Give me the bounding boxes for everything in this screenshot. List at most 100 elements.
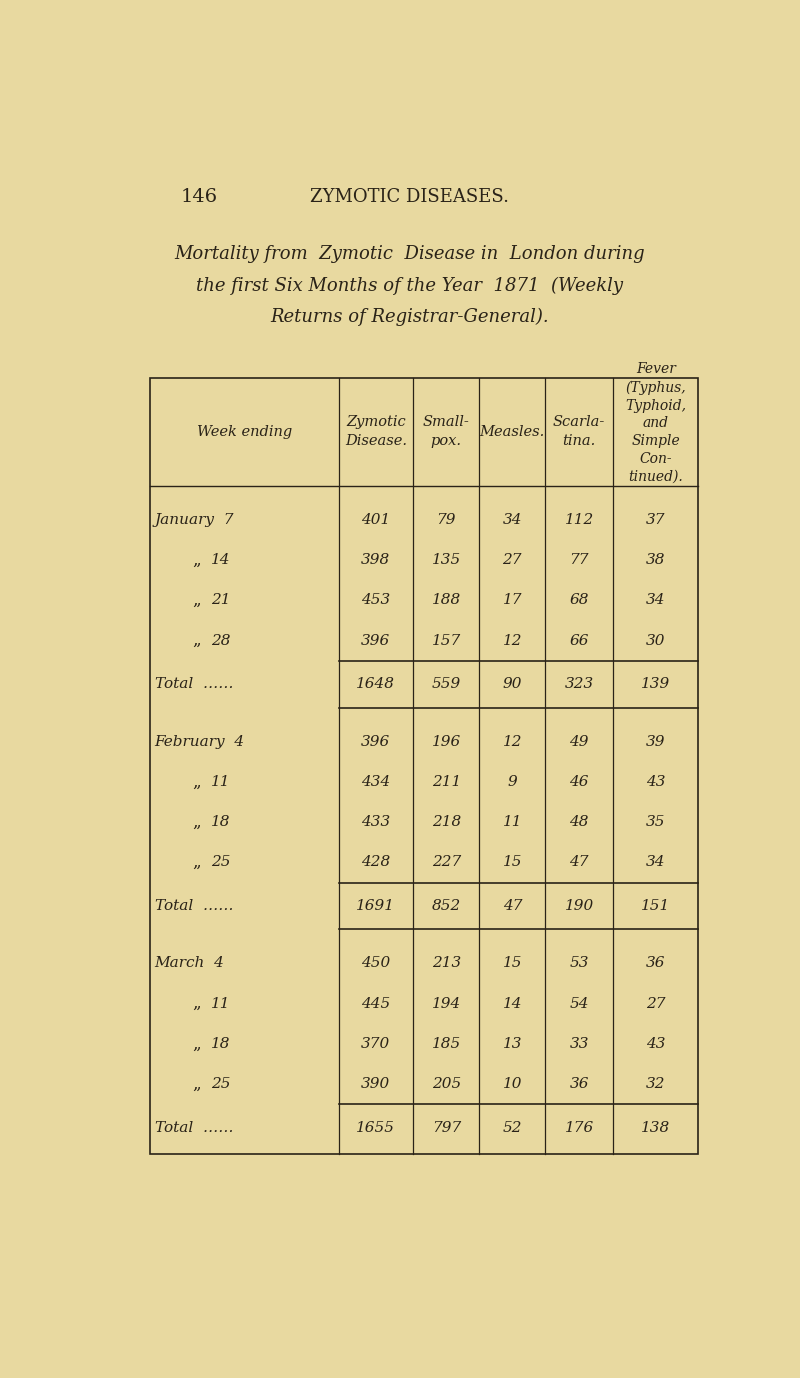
Text: 37: 37 [646,513,666,526]
Text: 151: 151 [642,898,670,914]
Text: 68: 68 [570,594,589,608]
Text: 398: 398 [362,553,390,568]
Text: 138: 138 [642,1120,670,1134]
Text: 12: 12 [502,634,522,648]
Text: 797: 797 [432,1120,461,1134]
Text: 11: 11 [210,996,230,1010]
Text: „: „ [192,593,201,609]
Text: 27: 27 [646,996,666,1010]
Text: 428: 428 [362,856,390,870]
Text: 66: 66 [570,634,589,648]
Text: 43: 43 [646,774,666,788]
Text: 390: 390 [362,1078,390,1091]
Text: 1648: 1648 [357,677,395,692]
Text: 34: 34 [646,856,666,870]
Text: 852: 852 [432,898,461,914]
Text: 176: 176 [565,1120,594,1134]
Text: February  4: February 4 [154,734,245,748]
Text: ZYMOTIC DISEASES.: ZYMOTIC DISEASES. [310,189,510,207]
Text: 28: 28 [210,634,230,648]
Text: 218: 218 [432,816,461,830]
Text: January  7: January 7 [154,513,234,526]
Text: 211: 211 [432,774,461,788]
Text: 196: 196 [432,734,461,748]
Text: the first Six Months of the Year  1871  (Weekly: the first Six Months of the Year 1871 (W… [197,277,623,295]
Text: 112: 112 [565,513,594,526]
Text: 36: 36 [570,1078,589,1091]
Text: 188: 188 [432,594,461,608]
Text: 21: 21 [210,594,230,608]
Text: „: „ [192,633,201,649]
Text: 54: 54 [570,996,589,1010]
Text: 139: 139 [642,677,670,692]
Text: 43: 43 [646,1036,666,1051]
Text: 79: 79 [437,513,456,526]
Text: 135: 135 [432,553,461,568]
Text: 33: 33 [570,1036,589,1051]
Text: „: „ [192,813,201,831]
Text: 370: 370 [362,1036,390,1051]
Text: 47: 47 [502,898,522,914]
Text: 48: 48 [570,816,589,830]
Text: 396: 396 [362,634,390,648]
Text: Mortality from  Zymotic  Disease in  London during: Mortality from Zymotic Disease in London… [174,245,646,263]
Text: 47: 47 [570,856,589,870]
Text: 10: 10 [502,1078,522,1091]
Text: Fever
(Typhus,
Typhoid,
and
Simple
Con-
tinued).: Fever (Typhus, Typhoid, and Simple Con- … [626,362,686,484]
Text: Total  ……: Total …… [154,677,233,692]
Text: 433: 433 [362,816,390,830]
Text: 194: 194 [432,996,461,1010]
Text: 18: 18 [210,816,230,830]
Text: 49: 49 [570,734,589,748]
Text: 323: 323 [565,677,594,692]
Text: 450: 450 [362,956,390,970]
Text: 25: 25 [210,856,230,870]
Text: 46: 46 [570,774,589,788]
Text: 445: 445 [362,996,390,1010]
Text: 13: 13 [502,1036,522,1051]
Text: 30: 30 [646,634,666,648]
Text: 53: 53 [570,956,589,970]
Text: 34: 34 [646,594,666,608]
Text: 396: 396 [362,734,390,748]
Text: Returns of Registrar-General).: Returns of Registrar-General). [270,309,550,327]
Text: 15: 15 [502,856,522,870]
Text: 11: 11 [502,816,522,830]
Text: 27: 27 [502,553,522,568]
Text: 185: 185 [432,1036,461,1051]
Text: 434: 434 [362,774,390,788]
Text: 227: 227 [432,856,461,870]
Text: 1655: 1655 [357,1120,395,1134]
Text: 559: 559 [432,677,461,692]
Text: 34: 34 [502,513,522,526]
Text: 39: 39 [646,734,666,748]
Text: „: „ [192,995,201,1011]
Text: 90: 90 [502,677,522,692]
Text: 52: 52 [502,1120,522,1134]
Text: 18: 18 [210,1036,230,1051]
Text: 77: 77 [570,553,589,568]
Text: Total  ……: Total …… [154,898,233,914]
Text: 14: 14 [502,996,522,1010]
Text: Week ending: Week ending [197,424,292,438]
Text: „: „ [192,551,201,569]
Text: 14: 14 [210,553,230,568]
Text: 146: 146 [181,189,218,207]
Text: 9: 9 [507,774,517,788]
Text: 25: 25 [210,1078,230,1091]
Text: 12: 12 [502,734,522,748]
Text: March  4: March 4 [154,956,225,970]
Text: 157: 157 [432,634,461,648]
Text: „: „ [192,854,201,871]
Text: Zymotic
Disease.: Zymotic Disease. [345,416,407,448]
Text: 15: 15 [502,956,522,970]
Text: Total  ……: Total …… [154,1120,233,1134]
Text: 213: 213 [432,956,461,970]
Text: 11: 11 [210,774,230,788]
Text: 35: 35 [646,816,666,830]
Text: 36: 36 [646,956,666,970]
Text: 453: 453 [362,594,390,608]
Text: Measles.: Measles. [480,424,545,438]
Text: 190: 190 [565,898,594,914]
Text: „: „ [192,1076,201,1093]
